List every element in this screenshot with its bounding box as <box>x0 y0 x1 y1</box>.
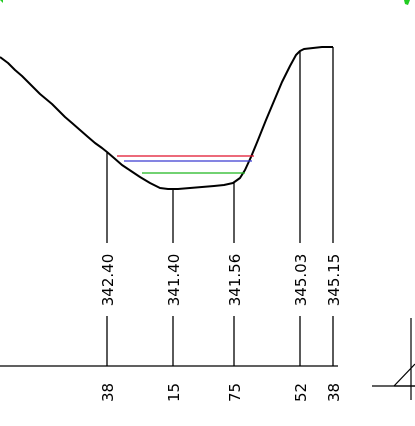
elevation-labels: 342.40 341.40 341.56 345.03 345.15 <box>99 254 343 307</box>
header-mark-left <box>0 0 3 3</box>
elevation-label-e4: 345.03 <box>292 254 310 307</box>
header-marks <box>0 0 410 5</box>
chainage-label-c1: 38 <box>99 383 117 402</box>
chainage-label-c2: 15 <box>165 383 183 402</box>
chainage-label-c3: 75 <box>226 383 244 402</box>
elevation-label-e1: 342.40 <box>99 254 117 307</box>
water-level-triangle-icon <box>372 318 415 400</box>
elevation-label-e2: 341.40 <box>165 254 183 307</box>
chainage-label-c5: 38 <box>325 383 343 402</box>
water-levels <box>117 155 254 174</box>
elevation-leaders <box>106 47 334 366</box>
elevation-label-e3: 341.56 <box>226 254 244 307</box>
ground-profile-line <box>0 46 333 190</box>
header-mark-right <box>404 0 410 5</box>
elevation-label-e5: 345.15 <box>325 254 343 307</box>
chainage-labels: 38 15 75 52 38 <box>99 383 343 402</box>
chainage-label-c4: 52 <box>292 383 310 402</box>
